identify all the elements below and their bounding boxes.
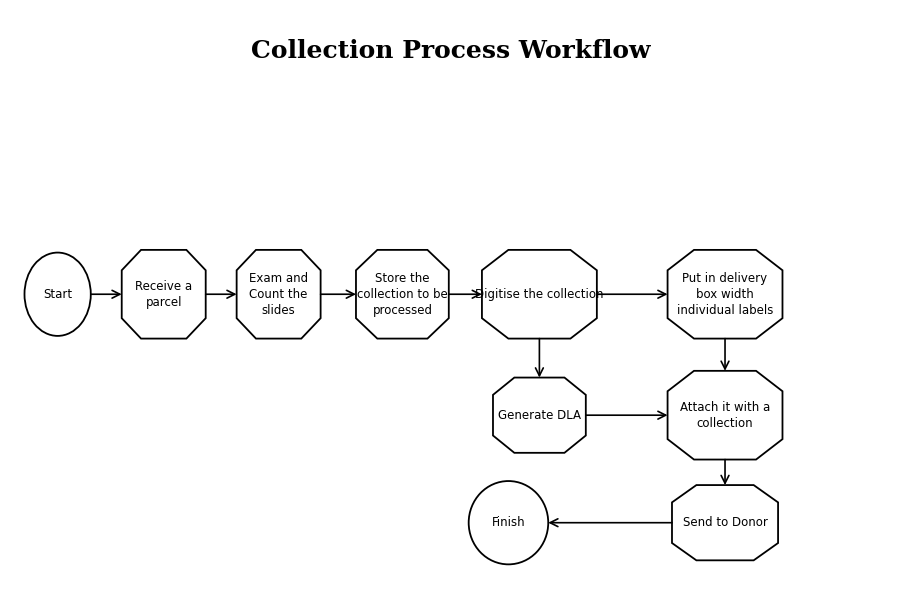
Text: Collection Process Workflow: Collection Process Workflow — [252, 39, 650, 63]
Polygon shape — [667, 250, 783, 339]
Ellipse shape — [469, 481, 548, 564]
Text: Put in delivery
box width
individual labels: Put in delivery box width individual lab… — [676, 272, 773, 316]
Polygon shape — [122, 250, 206, 339]
Text: Store the
collection to be
processed: Store the collection to be processed — [357, 272, 447, 316]
Text: Start: Start — [43, 288, 72, 301]
Text: Receive a
parcel: Receive a parcel — [135, 280, 192, 309]
Text: Exam and
Count the
slides: Exam and Count the slides — [249, 272, 308, 316]
Text: Digitise the collection: Digitise the collection — [475, 288, 603, 301]
Text: Generate DLA: Generate DLA — [498, 409, 581, 422]
Polygon shape — [493, 378, 585, 453]
Text: Attach it with a
collection: Attach it with a collection — [680, 400, 770, 429]
Polygon shape — [667, 371, 783, 460]
Text: Send to Donor: Send to Donor — [683, 516, 768, 529]
Text: Finish: Finish — [492, 516, 525, 529]
Polygon shape — [672, 485, 778, 561]
Polygon shape — [482, 250, 597, 339]
Polygon shape — [356, 250, 449, 339]
Polygon shape — [236, 250, 320, 339]
Ellipse shape — [24, 252, 91, 336]
